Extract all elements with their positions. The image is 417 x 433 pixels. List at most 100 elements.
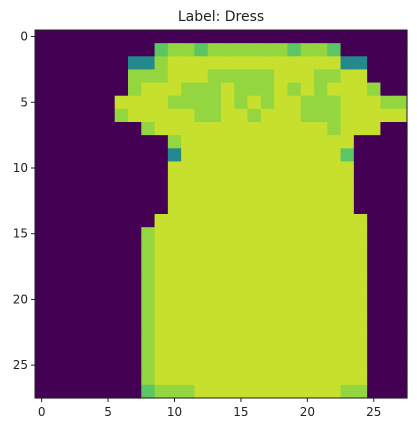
pixel-cell — [314, 30, 328, 44]
pixel-cell — [88, 174, 103, 189]
pixel-cell — [353, 108, 368, 123]
pixel-cell — [353, 371, 368, 386]
pixel-cell — [35, 161, 49, 176]
pixel-cell — [247, 69, 262, 84]
pixel-cell — [61, 148, 76, 163]
pixel-cell — [181, 371, 196, 386]
pixel-cell — [380, 332, 395, 347]
pixel-cell — [274, 319, 289, 333]
pixel-cell — [353, 306, 368, 320]
pixel-cell — [194, 292, 209, 307]
pixel-cell — [194, 345, 209, 360]
pixel-cell — [340, 108, 355, 123]
pixel-cell — [114, 82, 129, 97]
pixel-cell — [101, 266, 116, 281]
pixel-cell — [260, 122, 275, 136]
pixel-cell — [234, 43, 249, 57]
pixel-cell — [340, 306, 355, 320]
pixel-cell — [88, 82, 103, 97]
pixel-cell — [234, 358, 249, 373]
pixel-cell — [35, 95, 49, 110]
pixel-cell — [194, 161, 209, 176]
pixel-cell — [367, 279, 382, 294]
pixel-cell — [260, 95, 275, 110]
pixel-cell — [61, 30, 76, 44]
pixel-cell — [154, 332, 169, 347]
pixel-cell — [274, 306, 289, 320]
pixel-cell — [88, 122, 103, 136]
pixel-cell — [314, 371, 328, 386]
pixel-cell — [48, 266, 63, 281]
pixel-cell — [141, 358, 156, 373]
pixel-cell — [327, 174, 342, 189]
pixel-cell — [141, 69, 156, 84]
pixel-cell — [194, 108, 209, 123]
pixel-cell — [234, 108, 249, 123]
pixel-cell — [327, 319, 342, 333]
pixel-cell — [101, 332, 116, 347]
pixel-cell — [167, 306, 182, 320]
pixel-cell — [101, 227, 116, 241]
pixel-cell — [35, 253, 49, 268]
pixel-cell — [48, 214, 63, 228]
pixel-cell — [327, 82, 342, 97]
pixel-cell — [380, 371, 395, 386]
pixel-cell — [234, 240, 249, 255]
pixel-cell — [194, 279, 209, 294]
pixel-cell — [61, 108, 76, 123]
pixel-cell — [380, 240, 395, 255]
pixel-cell — [167, 371, 182, 386]
pixel-cell — [380, 43, 395, 57]
pixel-cell — [274, 266, 289, 281]
pixel-cell — [167, 108, 182, 123]
pixel-cell — [88, 332, 103, 347]
pixel-cell — [207, 214, 222, 228]
pixel-cell — [340, 122, 355, 136]
pixel-cell — [88, 108, 103, 123]
pixel-cell — [287, 161, 302, 176]
pixel-cell — [88, 292, 103, 307]
pixel-cell — [247, 319, 262, 333]
x-axis: 0 5 10 15 20 25 — [38, 398, 381, 419]
pixel-cell — [274, 279, 289, 294]
pixel-cell — [167, 345, 182, 360]
pixel-cell — [48, 122, 63, 136]
pixel-cell — [207, 135, 222, 149]
pixel-cell — [114, 187, 129, 202]
pixel-cell — [234, 371, 249, 386]
pixel-cell — [393, 69, 408, 84]
pixel-cell — [114, 214, 129, 228]
pixel-cell — [260, 306, 275, 320]
pixel-cell — [207, 240, 222, 255]
pixel-cell — [141, 82, 156, 97]
pixel-cell — [61, 306, 76, 320]
pixel-cell — [35, 306, 49, 320]
pixel-cell — [234, 187, 249, 202]
pixel-cell — [48, 30, 63, 44]
pixel-cell — [194, 187, 209, 202]
pixel-cell — [181, 122, 196, 136]
pixel-cell — [221, 69, 235, 84]
pixel-cell — [48, 240, 63, 255]
pixel-cell — [234, 161, 249, 176]
pixel-cell — [327, 253, 342, 268]
pixel-cell — [167, 174, 182, 189]
pixel-cell — [300, 384, 315, 399]
pixel-cell — [61, 384, 76, 399]
pixel-cell — [128, 279, 142, 294]
pixel-cell — [380, 384, 395, 399]
pixel-cell — [314, 345, 328, 360]
pixel-cell — [48, 292, 63, 307]
pixel-cell — [327, 345, 342, 360]
pixel-cell — [221, 95, 235, 110]
pixel-cell — [274, 332, 289, 347]
pixel-cell — [247, 358, 262, 373]
pixel-cell — [194, 214, 209, 228]
pixel-cell — [327, 135, 342, 149]
pixel-cell — [247, 30, 262, 44]
pixel-cell — [260, 332, 275, 347]
pixel-cell — [61, 43, 76, 57]
pixel-cell — [61, 82, 76, 97]
pixel-cell — [48, 43, 63, 57]
pixel-cell — [35, 292, 49, 307]
